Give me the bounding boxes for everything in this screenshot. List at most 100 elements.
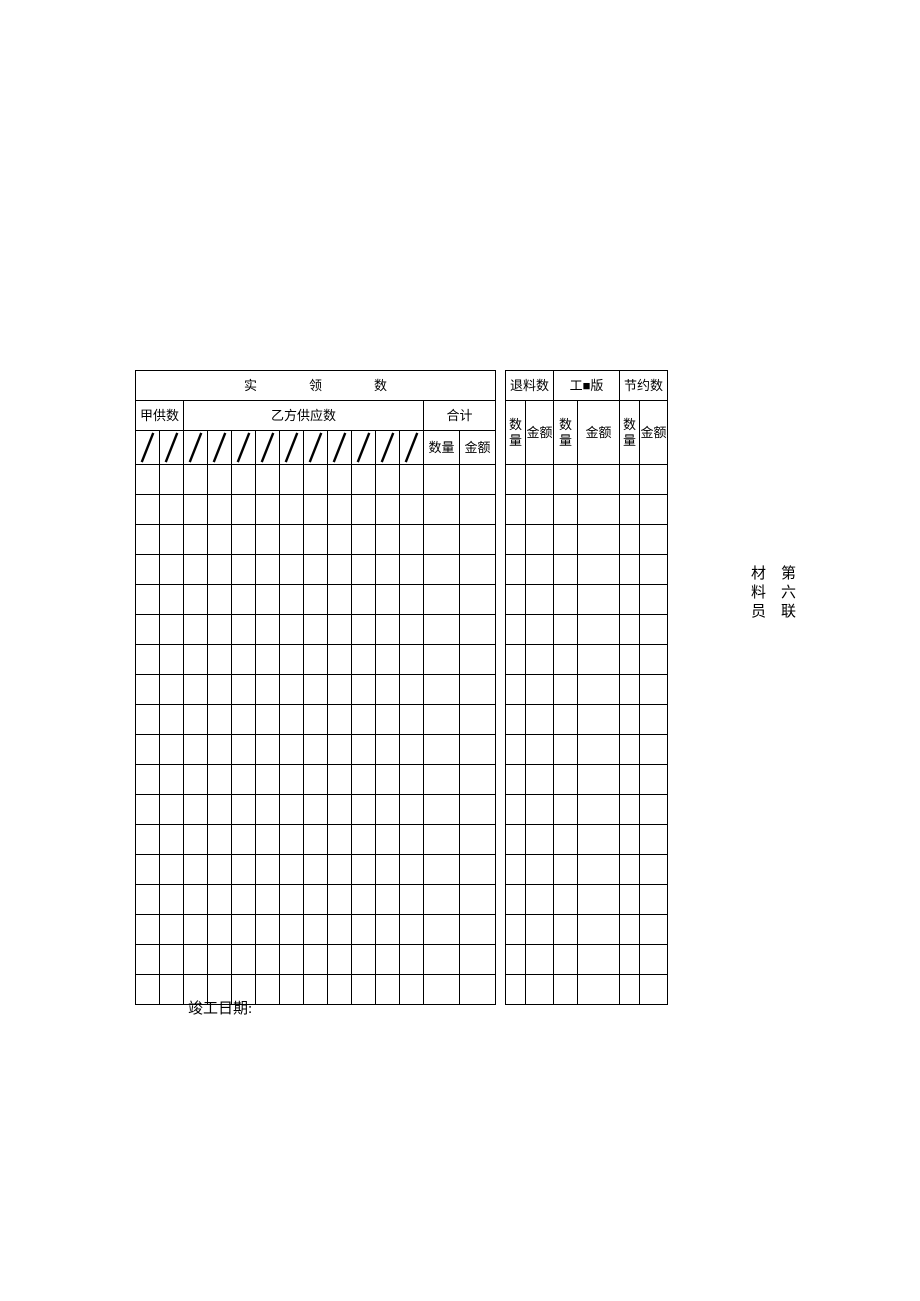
slash-header-4 (208, 431, 232, 465)
table-cell (424, 915, 460, 945)
table-cell (304, 765, 328, 795)
gap-cell (496, 585, 506, 615)
table-cell (526, 885, 554, 915)
table-cell (400, 465, 424, 495)
table-cell (184, 885, 208, 915)
table-cell (208, 825, 232, 855)
table-cell (208, 915, 232, 945)
table-cell (526, 615, 554, 645)
table-cell (256, 945, 280, 975)
table-cell (578, 765, 620, 795)
table-cell (256, 735, 280, 765)
table-cell (424, 585, 460, 615)
table-cell (232, 585, 256, 615)
table-cell (506, 945, 526, 975)
table-cell (184, 495, 208, 525)
table-cell (352, 555, 376, 585)
table-cell (376, 795, 400, 825)
table-cell (328, 555, 352, 585)
table-cell (640, 585, 668, 615)
table-cell (506, 855, 526, 885)
table-cell (460, 675, 496, 705)
table-cell (232, 495, 256, 525)
header-savings-amt: 金额 (640, 401, 668, 465)
table-cell (424, 495, 460, 525)
table-cell (352, 735, 376, 765)
table-cell (280, 735, 304, 765)
table-cell (460, 795, 496, 825)
table-cell (184, 645, 208, 675)
table-cell (208, 705, 232, 735)
table-cell (460, 705, 496, 735)
table-cell (578, 825, 620, 855)
table-cell (640, 765, 668, 795)
table-cell (376, 675, 400, 705)
table-cell (506, 975, 526, 1005)
table-cell (400, 495, 424, 525)
gap-cell (496, 825, 506, 855)
side-note-line2: 材料员 (749, 565, 765, 622)
table-cell (136, 915, 160, 945)
table-cell (376, 825, 400, 855)
table-cell (526, 555, 554, 585)
table-cell (578, 585, 620, 615)
table-cell (232, 645, 256, 675)
table-cell (352, 495, 376, 525)
table-cell (328, 495, 352, 525)
table-cell (184, 825, 208, 855)
table-row (136, 675, 668, 705)
table-cell (460, 855, 496, 885)
table-cell (506, 615, 526, 645)
table-cell (640, 945, 668, 975)
table-cell (160, 675, 184, 705)
table-cell (352, 675, 376, 705)
table-cell (376, 525, 400, 555)
table-cell (352, 615, 376, 645)
table-cell (328, 465, 352, 495)
table-cell (256, 495, 280, 525)
table-cell (232, 675, 256, 705)
table-cell (160, 495, 184, 525)
table-cell (578, 675, 620, 705)
table-cell (424, 885, 460, 915)
table-cell (620, 885, 640, 915)
table-cell (280, 945, 304, 975)
table-cell (424, 615, 460, 645)
table-cell (376, 735, 400, 765)
table-cell (640, 465, 668, 495)
table-cell (620, 765, 640, 795)
table-cell (328, 795, 352, 825)
table-cell (554, 765, 578, 795)
table-cell (304, 825, 328, 855)
table-row (136, 495, 668, 525)
table-cell (256, 675, 280, 705)
table-cell (578, 705, 620, 735)
side-note-line1: 第六联 (779, 565, 795, 622)
table-cell (460, 915, 496, 945)
header-return-material: 退料数 (506, 371, 554, 401)
table-cell (280, 555, 304, 585)
table-cell (620, 705, 640, 735)
table-cell (506, 555, 526, 585)
table-cell (640, 735, 668, 765)
table-cell (136, 615, 160, 645)
table-cell (460, 495, 496, 525)
slash-header-3 (184, 431, 208, 465)
table-cell (376, 495, 400, 525)
table-cell (460, 765, 496, 795)
table-cell (328, 675, 352, 705)
table-cell (640, 705, 668, 735)
table-row (136, 585, 668, 615)
table-cell (424, 795, 460, 825)
table-cell (400, 945, 424, 975)
table-cell (578, 645, 620, 675)
table-cell (328, 825, 352, 855)
header-return-qty: 数量 (506, 401, 526, 465)
table-cell (208, 555, 232, 585)
table-cell (280, 705, 304, 735)
header-savings: 节约数 (620, 371, 668, 401)
table-cell (208, 645, 232, 675)
table-cell (352, 765, 376, 795)
table-cell (640, 645, 668, 675)
gap-cell (496, 795, 506, 825)
